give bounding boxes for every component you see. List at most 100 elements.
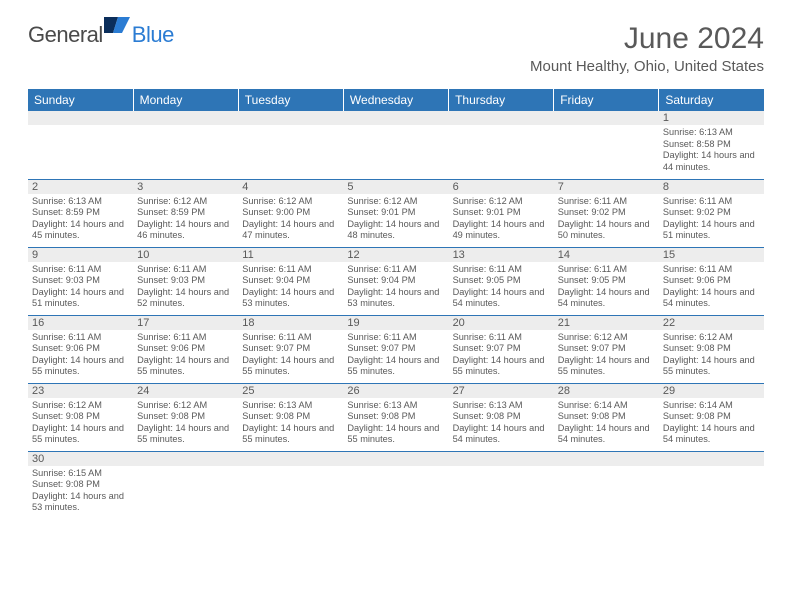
day-number xyxy=(133,452,238,466)
calendar-cell: 6Sunrise: 6:12 AMSunset: 9:01 PMDaylight… xyxy=(449,179,554,247)
day-details: Sunrise: 6:11 AMSunset: 9:06 PMDaylight:… xyxy=(28,330,133,380)
day-details: Sunrise: 6:13 AMSunset: 9:08 PMDaylight:… xyxy=(238,398,343,448)
day-number: 5 xyxy=(343,180,448,194)
calendar-cell: 15Sunrise: 6:11 AMSunset: 9:06 PMDayligh… xyxy=(659,247,764,315)
day-number: 22 xyxy=(659,316,764,330)
calendar-cell: 11Sunrise: 6:11 AMSunset: 9:04 PMDayligh… xyxy=(238,247,343,315)
day-number xyxy=(343,452,448,466)
day-details: Sunrise: 6:11 AMSunset: 9:04 PMDaylight:… xyxy=(238,262,343,312)
calendar-table: SundayMondayTuesdayWednesdayThursdayFrid… xyxy=(28,89,764,519)
day-details: Sunrise: 6:11 AMSunset: 9:05 PMDaylight:… xyxy=(449,262,554,312)
calendar-cell xyxy=(554,451,659,519)
logo-text-blue: Blue xyxy=(132,22,174,48)
calendar-cell: 23Sunrise: 6:12 AMSunset: 9:08 PMDayligh… xyxy=(28,383,133,451)
day-number: 1 xyxy=(659,111,764,125)
calendar-cell: 18Sunrise: 6:11 AMSunset: 9:07 PMDayligh… xyxy=(238,315,343,383)
calendar-cell xyxy=(238,451,343,519)
calendar-cell xyxy=(449,111,554,179)
day-number: 23 xyxy=(28,384,133,398)
calendar-cell xyxy=(554,111,659,179)
day-number xyxy=(449,452,554,466)
calendar-week: 1Sunrise: 6:13 AMSunset: 8:58 PMDaylight… xyxy=(28,111,764,179)
day-header: Sunday xyxy=(28,89,133,111)
day-details: Sunrise: 6:13 AMSunset: 9:08 PMDaylight:… xyxy=(449,398,554,448)
calendar-cell: 4Sunrise: 6:12 AMSunset: 9:00 PMDaylight… xyxy=(238,179,343,247)
calendar-cell: 20Sunrise: 6:11 AMSunset: 9:07 PMDayligh… xyxy=(449,315,554,383)
day-header: Friday xyxy=(554,89,659,111)
day-details: Sunrise: 6:12 AMSunset: 9:01 PMDaylight:… xyxy=(343,194,448,244)
day-details: Sunrise: 6:11 AMSunset: 9:06 PMDaylight:… xyxy=(133,330,238,380)
logo-flag-icon xyxy=(104,15,130,40)
day-header: Thursday xyxy=(449,89,554,111)
calendar-cell xyxy=(133,111,238,179)
calendar-cell: 13Sunrise: 6:11 AMSunset: 9:05 PMDayligh… xyxy=(449,247,554,315)
calendar-cell: 26Sunrise: 6:13 AMSunset: 9:08 PMDayligh… xyxy=(343,383,448,451)
day-details: Sunrise: 6:11 AMSunset: 9:03 PMDaylight:… xyxy=(28,262,133,312)
day-number: 4 xyxy=(238,180,343,194)
day-number xyxy=(343,111,448,125)
day-details: Sunrise: 6:14 AMSunset: 9:08 PMDaylight:… xyxy=(554,398,659,448)
day-number: 17 xyxy=(133,316,238,330)
day-number: 16 xyxy=(28,316,133,330)
calendar-cell xyxy=(133,451,238,519)
day-number xyxy=(449,111,554,125)
day-header: Wednesday xyxy=(343,89,448,111)
calendar-cell: 9Sunrise: 6:11 AMSunset: 9:03 PMDaylight… xyxy=(28,247,133,315)
calendar-cell: 17Sunrise: 6:11 AMSunset: 9:06 PMDayligh… xyxy=(133,315,238,383)
day-details: Sunrise: 6:11 AMSunset: 9:07 PMDaylight:… xyxy=(449,330,554,380)
day-number: 14 xyxy=(554,248,659,262)
calendar-cell xyxy=(28,111,133,179)
day-details: Sunrise: 6:12 AMSunset: 9:00 PMDaylight:… xyxy=(238,194,343,244)
day-number xyxy=(554,111,659,125)
calendar-cell: 16Sunrise: 6:11 AMSunset: 9:06 PMDayligh… xyxy=(28,315,133,383)
day-number xyxy=(28,111,133,125)
day-number: 13 xyxy=(449,248,554,262)
calendar-cell: 5Sunrise: 6:12 AMSunset: 9:01 PMDaylight… xyxy=(343,179,448,247)
calendar-week: 2Sunrise: 6:13 AMSunset: 8:59 PMDaylight… xyxy=(28,179,764,247)
calendar-week: 30Sunrise: 6:15 AMSunset: 9:08 PMDayligh… xyxy=(28,451,764,519)
calendar-cell: 1Sunrise: 6:13 AMSunset: 8:58 PMDaylight… xyxy=(659,111,764,179)
calendar-cell xyxy=(238,111,343,179)
day-details: Sunrise: 6:13 AMSunset: 8:58 PMDaylight:… xyxy=(659,125,764,175)
day-number: 6 xyxy=(449,180,554,194)
day-number: 25 xyxy=(238,384,343,398)
day-details: Sunrise: 6:11 AMSunset: 9:02 PMDaylight:… xyxy=(659,194,764,244)
day-number xyxy=(238,452,343,466)
day-details: Sunrise: 6:12 AMSunset: 9:08 PMDaylight:… xyxy=(133,398,238,448)
calendar-cell: 2Sunrise: 6:13 AMSunset: 8:59 PMDaylight… xyxy=(28,179,133,247)
calendar-week: 16Sunrise: 6:11 AMSunset: 9:06 PMDayligh… xyxy=(28,315,764,383)
calendar-cell: 8Sunrise: 6:11 AMSunset: 9:02 PMDaylight… xyxy=(659,179,764,247)
day-number: 18 xyxy=(238,316,343,330)
calendar-cell xyxy=(659,451,764,519)
day-number: 26 xyxy=(343,384,448,398)
calendar-cell: 28Sunrise: 6:14 AMSunset: 9:08 PMDayligh… xyxy=(554,383,659,451)
day-number xyxy=(554,452,659,466)
calendar-week: 23Sunrise: 6:12 AMSunset: 9:08 PMDayligh… xyxy=(28,383,764,451)
day-details: Sunrise: 6:11 AMSunset: 9:06 PMDaylight:… xyxy=(659,262,764,312)
calendar-cell: 29Sunrise: 6:14 AMSunset: 9:08 PMDayligh… xyxy=(659,383,764,451)
day-details: Sunrise: 6:11 AMSunset: 9:04 PMDaylight:… xyxy=(343,262,448,312)
logo-text-general: General xyxy=(28,22,103,48)
day-number: 11 xyxy=(238,248,343,262)
calendar-cell: 7Sunrise: 6:11 AMSunset: 9:02 PMDaylight… xyxy=(554,179,659,247)
calendar-cell: 30Sunrise: 6:15 AMSunset: 9:08 PMDayligh… xyxy=(28,451,133,519)
day-details: Sunrise: 6:11 AMSunset: 9:05 PMDaylight:… xyxy=(554,262,659,312)
calendar-cell xyxy=(343,111,448,179)
day-number: 29 xyxy=(659,384,764,398)
day-number xyxy=(659,452,764,466)
day-details: Sunrise: 6:13 AMSunset: 9:08 PMDaylight:… xyxy=(343,398,448,448)
calendar-cell: 19Sunrise: 6:11 AMSunset: 9:07 PMDayligh… xyxy=(343,315,448,383)
day-number xyxy=(238,111,343,125)
day-number: 9 xyxy=(28,248,133,262)
day-details: Sunrise: 6:11 AMSunset: 9:03 PMDaylight:… xyxy=(133,262,238,312)
calendar-cell: 24Sunrise: 6:12 AMSunset: 9:08 PMDayligh… xyxy=(133,383,238,451)
day-details: Sunrise: 6:11 AMSunset: 9:07 PMDaylight:… xyxy=(238,330,343,380)
day-number: 8 xyxy=(659,180,764,194)
day-header: Saturday xyxy=(659,89,764,111)
day-number: 24 xyxy=(133,384,238,398)
day-details: Sunrise: 6:12 AMSunset: 9:08 PMDaylight:… xyxy=(28,398,133,448)
day-number: 12 xyxy=(343,248,448,262)
day-number: 28 xyxy=(554,384,659,398)
calendar-cell: 14Sunrise: 6:11 AMSunset: 9:05 PMDayligh… xyxy=(554,247,659,315)
day-number: 27 xyxy=(449,384,554,398)
